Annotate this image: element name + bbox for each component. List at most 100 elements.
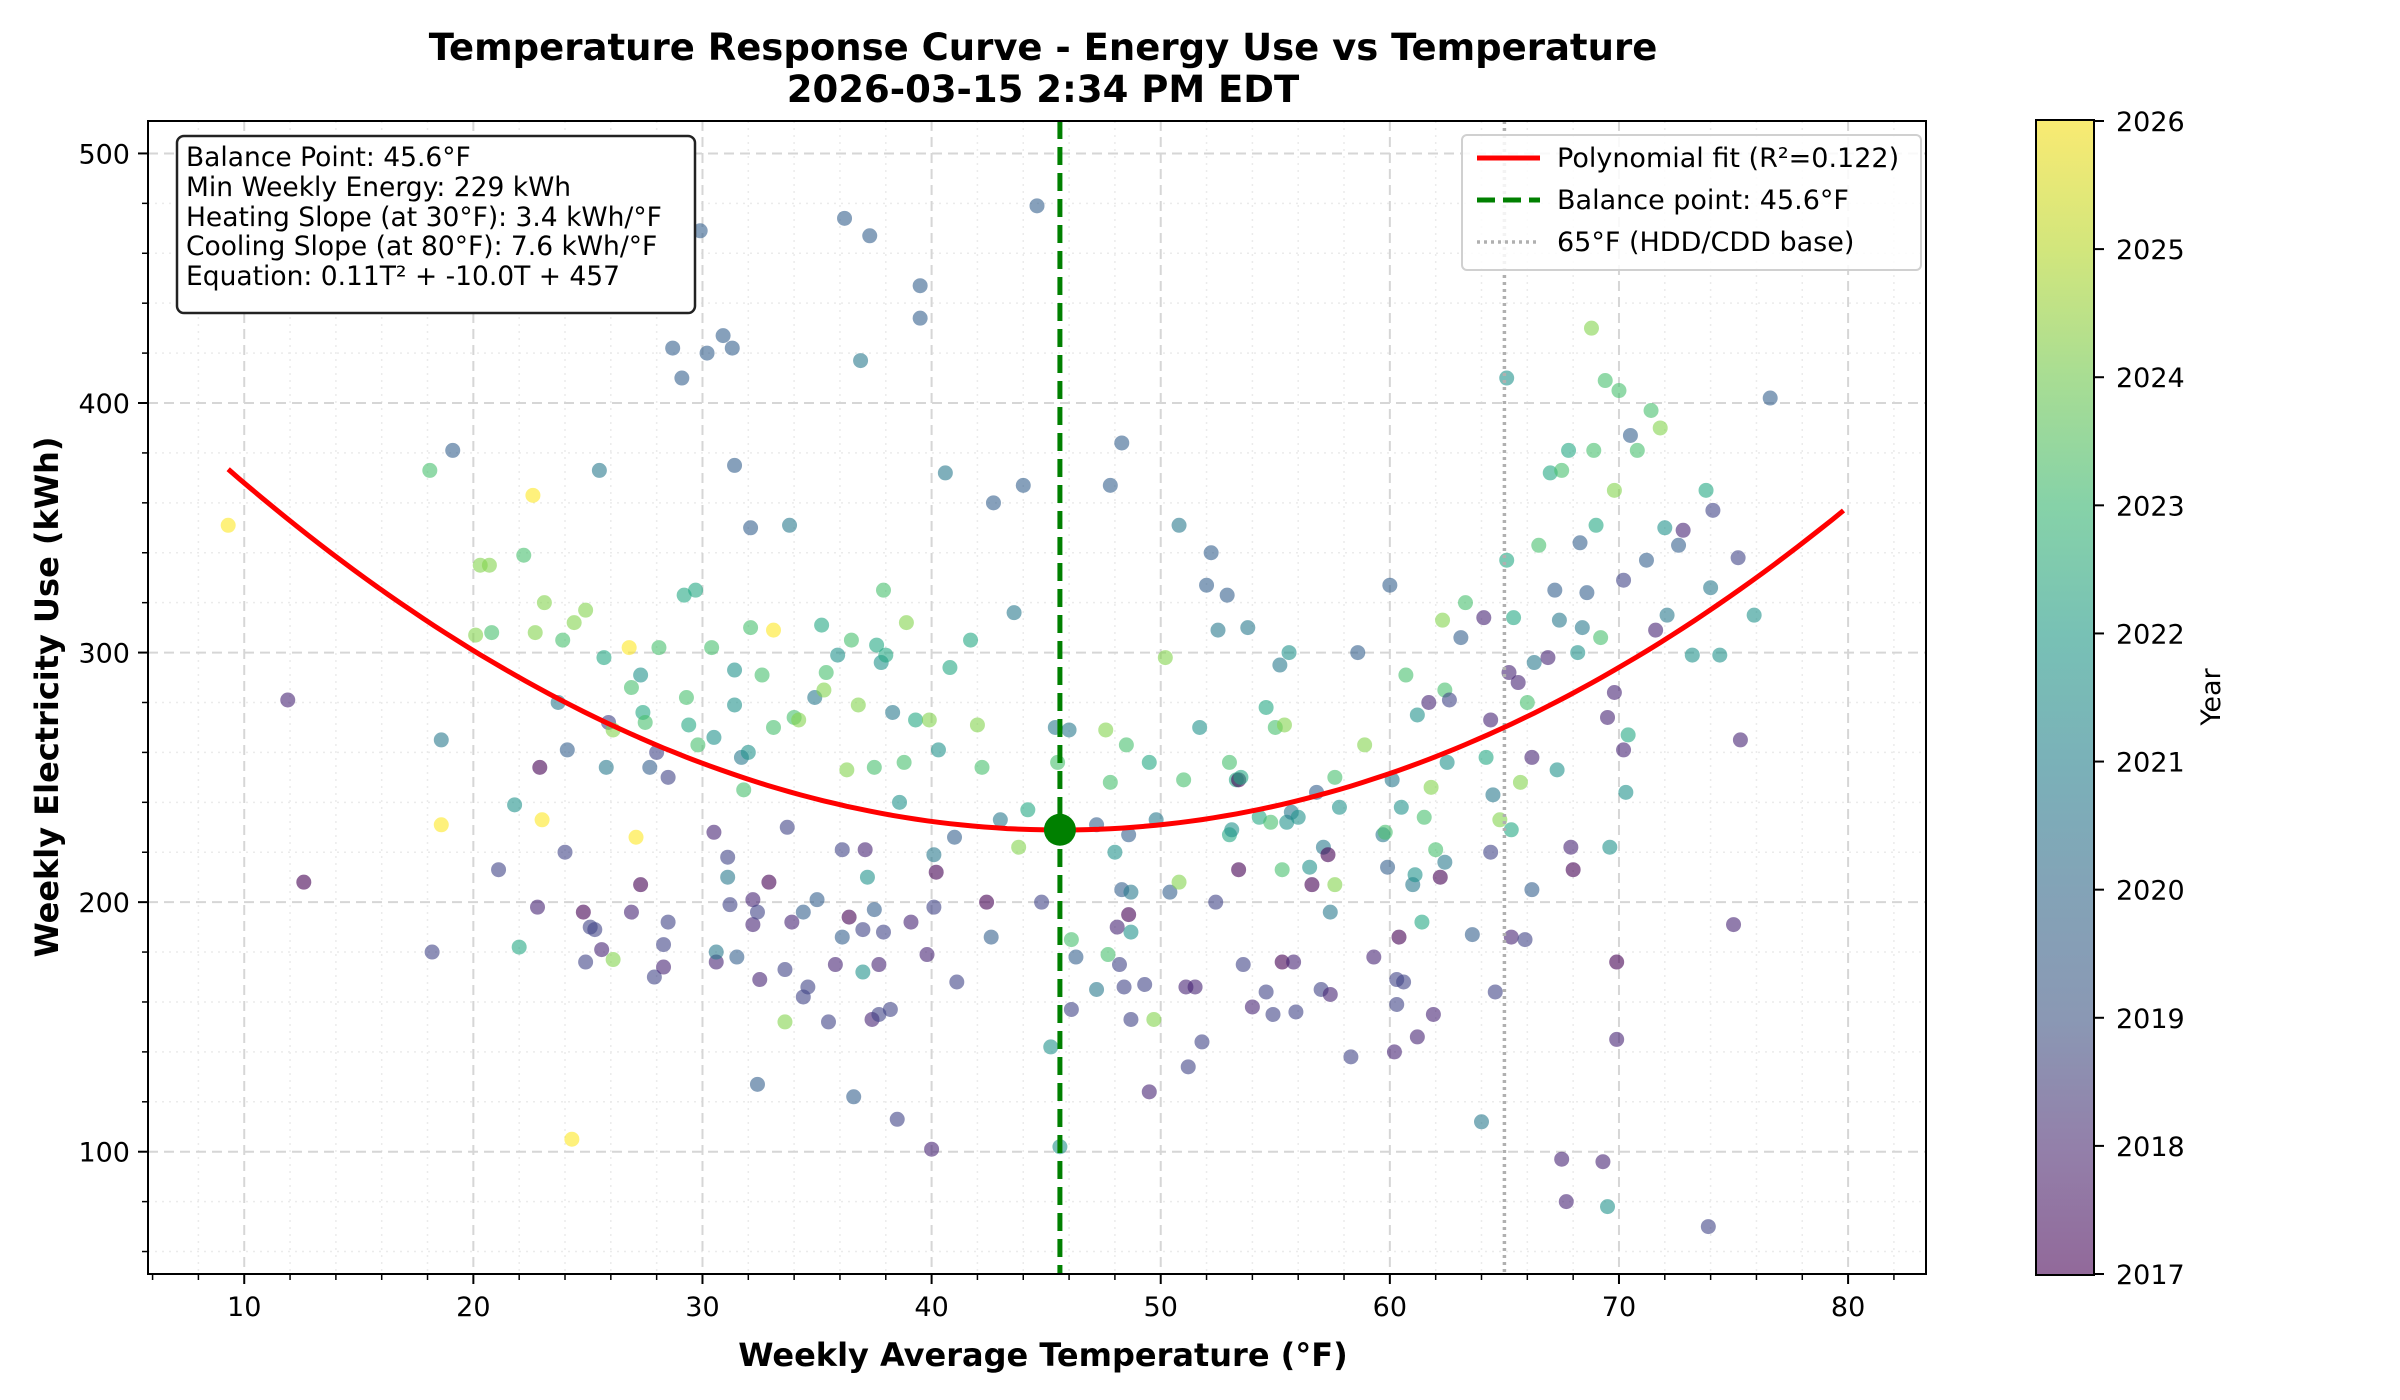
- data-point: [688, 582, 704, 598]
- data-point: [1616, 742, 1632, 758]
- data-point: [761, 874, 777, 890]
- data-point: [678, 690, 694, 705]
- data-point: [445, 442, 461, 458]
- data-point: [926, 847, 942, 863]
- data-point: [1586, 442, 1602, 458]
- data-point: [1416, 809, 1432, 825]
- x-tick-label: 40: [914, 1292, 948, 1323]
- data-point: [1684, 647, 1700, 663]
- data-point: [516, 547, 532, 563]
- data-point: [1703, 580, 1719, 596]
- data-point: [1712, 647, 1728, 663]
- data-point: [1563, 839, 1579, 855]
- data-point: [784, 914, 800, 930]
- data-point: [1171, 517, 1187, 533]
- x-axis: 10 20 30 40 50 60 70 80: [151, 1274, 1895, 1323]
- colorbar-tick-label: 2017: [2116, 1260, 2185, 1291]
- data-point: [898, 615, 914, 631]
- data-point: [827, 957, 843, 973]
- data-point: [1762, 390, 1778, 406]
- data-point: [660, 914, 676, 930]
- data-point: [1068, 949, 1084, 965]
- x-tick-label: 10: [227, 1292, 261, 1323]
- data-point: [1671, 537, 1687, 553]
- data-point: [1407, 867, 1423, 883]
- legend-frame: [1461, 134, 1922, 271]
- x-axis-label: Weekly Average Temperature (°F): [738, 1336, 1348, 1374]
- data-point: [1616, 572, 1632, 588]
- data-point: [1109, 919, 1125, 935]
- data-point: [839, 762, 855, 778]
- data-point: [536, 595, 552, 611]
- data-point: [979, 894, 995, 910]
- data-point: [1102, 774, 1118, 790]
- data-point: [1487, 984, 1503, 1000]
- data-point: [1506, 610, 1522, 626]
- data-point: [903, 914, 919, 930]
- data-point: [1006, 605, 1022, 621]
- data-point: [1276, 717, 1292, 733]
- data-point: [1219, 587, 1235, 603]
- data-point: [1366, 949, 1382, 965]
- data-point: [1320, 847, 1336, 863]
- data-point: [527, 625, 543, 641]
- data-point: [1203, 545, 1219, 561]
- data-point: [706, 729, 722, 745]
- data-point: [1331, 799, 1347, 815]
- data-point: [1272, 657, 1288, 673]
- data-point: [594, 942, 610, 958]
- data-point: [795, 904, 811, 920]
- data-point: [424, 944, 440, 960]
- data-point: [1726, 917, 1742, 933]
- data-point: [1609, 1031, 1625, 1047]
- data-point: [1100, 947, 1116, 963]
- data-point: [1377, 824, 1393, 840]
- data-point: [1597, 373, 1613, 389]
- chart-subtitle: 2026-03-15 2:34 PM EDT: [787, 68, 1300, 111]
- data-point: [598, 759, 614, 775]
- data-point: [926, 899, 942, 915]
- y-tick-label: 500: [78, 139, 130, 170]
- data-point: [875, 924, 891, 940]
- data-point: [575, 904, 591, 920]
- data-point: [809, 892, 825, 908]
- colorbar-ticks: 2017 2018 2019 2020 2021 2022 2023 2024 2025 2026: [2094, 107, 2185, 1291]
- data-point: [736, 782, 752, 798]
- y-tick-label: 100: [78, 1138, 130, 1169]
- info-cooling-slope: Cooling Slope (at 80°F): 7.6 kWh/°F: [186, 231, 657, 262]
- data-point: [1600, 1199, 1616, 1215]
- data-point: [1517, 932, 1533, 948]
- data-point: [924, 1141, 940, 1157]
- data-point: [878, 647, 894, 663]
- data-point: [1499, 552, 1515, 568]
- data-point: [1116, 979, 1132, 995]
- data-point: [1258, 984, 1274, 1000]
- data-point: [869, 637, 885, 653]
- data-point: [628, 829, 644, 845]
- data-point: [1540, 650, 1556, 666]
- data-point: [674, 370, 690, 386]
- data-point: [1675, 522, 1691, 538]
- data-point: [1732, 732, 1748, 748]
- data-point: [706, 824, 722, 840]
- data-point: [1380, 859, 1396, 875]
- data-point: [1526, 655, 1542, 671]
- data-point: [1499, 370, 1515, 386]
- data-point: [1114, 435, 1130, 451]
- data-point: [885, 704, 901, 720]
- data-point: [422, 462, 438, 478]
- data-point: [866, 759, 882, 775]
- data-point: [1602, 839, 1618, 855]
- data-point: [1428, 842, 1444, 858]
- polynomial-fit-curve: [226, 467, 1846, 833]
- x-tick-label: 30: [685, 1292, 719, 1323]
- colorbar-tick-label: 2022: [2116, 619, 2185, 650]
- data-point: [1579, 585, 1595, 601]
- data-point: [875, 582, 891, 598]
- data-point: [704, 640, 720, 656]
- data-point: [859, 869, 875, 885]
- data-point: [633, 877, 649, 893]
- data-point: [559, 742, 575, 758]
- data-point: [1274, 954, 1290, 970]
